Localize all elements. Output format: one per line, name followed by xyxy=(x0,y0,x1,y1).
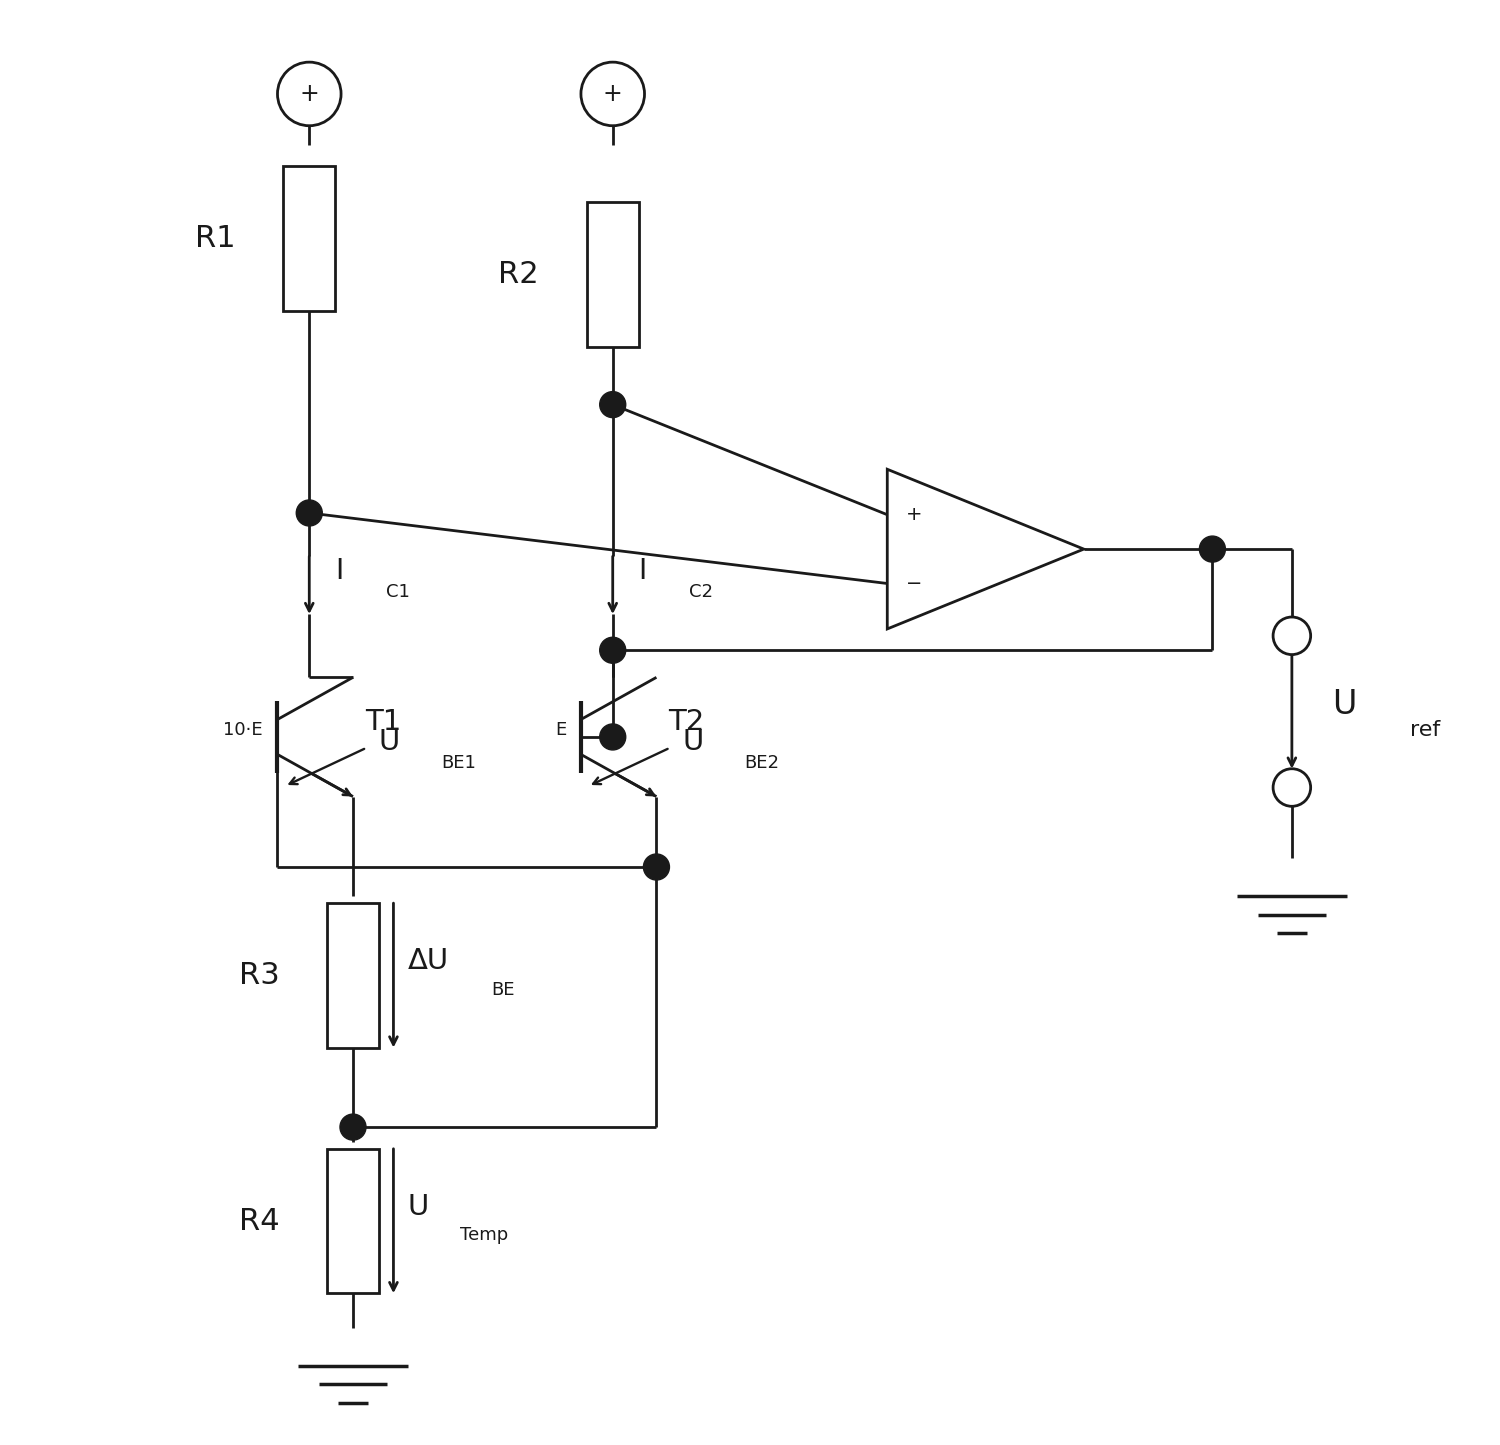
Text: R3: R3 xyxy=(238,961,279,990)
Text: R2: R2 xyxy=(498,260,538,289)
Circle shape xyxy=(297,500,322,526)
Text: +: + xyxy=(906,506,922,525)
Text: I: I xyxy=(336,556,344,585)
Circle shape xyxy=(580,62,645,126)
Circle shape xyxy=(644,854,669,880)
Text: R4: R4 xyxy=(238,1207,279,1235)
Circle shape xyxy=(278,62,340,126)
Text: T1: T1 xyxy=(364,708,402,737)
Text: E: E xyxy=(555,721,567,738)
Text: R1: R1 xyxy=(195,224,236,253)
Bar xyxy=(327,903,380,1048)
Text: BE2: BE2 xyxy=(744,754,778,772)
Text: BE1: BE1 xyxy=(441,754,476,772)
Text: U: U xyxy=(378,728,400,756)
Polygon shape xyxy=(888,470,1084,629)
Text: I: I xyxy=(639,556,646,585)
Circle shape xyxy=(1274,769,1311,806)
Text: U: U xyxy=(1332,688,1356,721)
Circle shape xyxy=(340,1114,366,1140)
Bar xyxy=(586,202,639,347)
Bar xyxy=(284,166,336,311)
Text: −: − xyxy=(906,574,922,592)
Text: +: + xyxy=(300,82,320,105)
Text: U: U xyxy=(408,1192,429,1221)
Circle shape xyxy=(1200,536,1225,562)
Text: ΔU: ΔU xyxy=(408,946,448,975)
Text: C2: C2 xyxy=(690,584,714,601)
Text: T2: T2 xyxy=(669,708,705,737)
Circle shape xyxy=(600,637,625,663)
Text: U: U xyxy=(682,728,703,756)
Text: C1: C1 xyxy=(386,584,410,601)
Text: ref: ref xyxy=(1410,721,1440,740)
Circle shape xyxy=(600,392,625,418)
Circle shape xyxy=(600,724,625,750)
Text: 10·E: 10·E xyxy=(224,721,262,738)
Bar xyxy=(327,1149,380,1293)
Text: +: + xyxy=(603,82,622,105)
Text: Temp: Temp xyxy=(460,1227,509,1244)
Circle shape xyxy=(1274,617,1311,655)
Text: BE: BE xyxy=(492,981,514,998)
